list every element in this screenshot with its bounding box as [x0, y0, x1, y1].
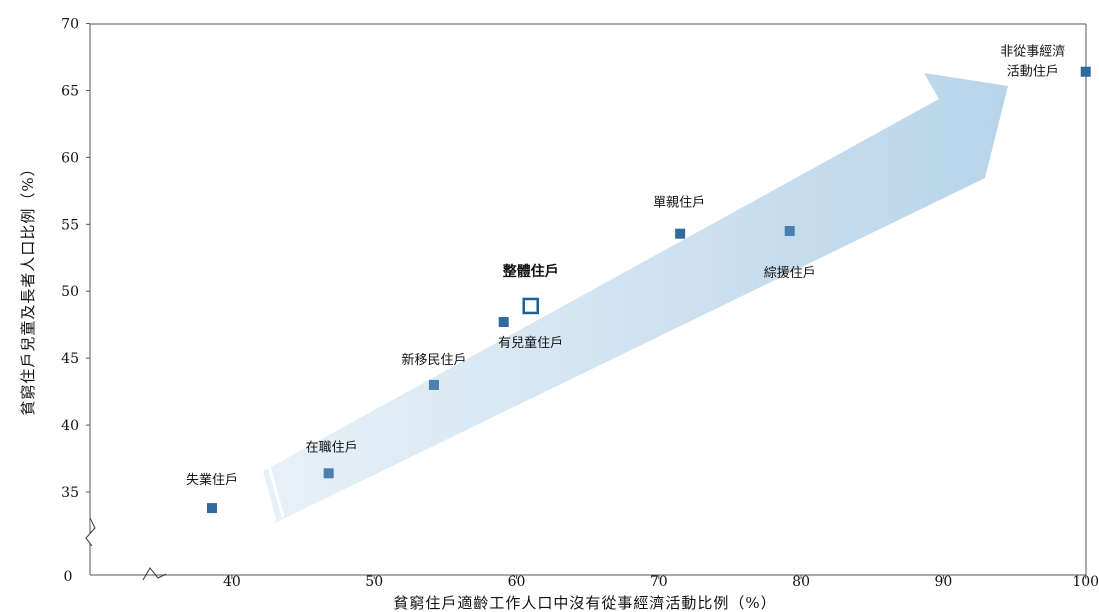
data-point-label: 綜援住戶: [764, 266, 816, 281]
data-point-label: 有兒童住戶: [498, 335, 563, 351]
data-point: [206, 503, 217, 514]
trend-arrow-stripe: [259, 469, 277, 522]
trend-arrow-body: [260, 73, 1008, 523]
x-tick-label: 90: [934, 574, 952, 590]
x-origin-label: 0: [64, 569, 73, 585]
y-tick-label: 45: [61, 351, 79, 367]
data-point: [675, 228, 686, 239]
trend-arrow-stripe: [250, 473, 268, 526]
data-point: [428, 379, 439, 390]
y-ticks: 35 40 45 50 55 60 65 70: [61, 17, 90, 501]
data-point-overall: [522, 297, 539, 315]
y-axis-title: 貧窮住戶兒童及長者人口比例（%）: [19, 160, 37, 415]
x-axis-break-marker: [142, 567, 167, 581]
data-point-label: 新移民住戶: [401, 352, 466, 368]
x-ticks: 40 50 60 70 80 90 100: [223, 574, 1099, 590]
y-tick-label: 65: [61, 83, 79, 99]
y-tick-label: 40: [61, 418, 79, 434]
data-point-label: 單親住戶: [653, 196, 705, 211]
x-tick-label: 80: [792, 574, 810, 590]
data-points: [206, 66, 1091, 514]
x-tick-label: 70: [650, 574, 668, 590]
data-point: [1080, 66, 1091, 77]
data-point-label: 整體住戶: [502, 263, 559, 280]
x-axis-title: 貧窮住戶適齡工作人口中沒有從事經濟活動比例（%）: [393, 594, 776, 612]
y-tick-label: 70: [61, 17, 79, 33]
trend-arrow-stripe: [267, 465, 285, 518]
y-tick-label: 55: [61, 217, 79, 233]
data-point: [784, 226, 795, 237]
data-point-label: 非從事經濟活動住戶: [1000, 44, 1065, 80]
data-point-label: 在職住戶: [306, 440, 358, 455]
data-point: [323, 468, 334, 479]
y-tick-label: 50: [61, 284, 79, 300]
x-tick-label: 60: [508, 574, 526, 590]
data-point-label: 失業住戶: [186, 472, 238, 488]
axes: [85, 23, 1087, 581]
y-axis-break-marker: [85, 517, 96, 547]
y-tick-label: 60: [61, 150, 79, 166]
x-tick-label: 50: [365, 574, 383, 590]
x-tick-label: 40: [223, 574, 241, 590]
y-tick-label: 35: [61, 485, 79, 501]
x-tick-label: 100: [1072, 574, 1099, 590]
data-point: [498, 317, 509, 328]
trend-arrow: [250, 73, 1008, 526]
